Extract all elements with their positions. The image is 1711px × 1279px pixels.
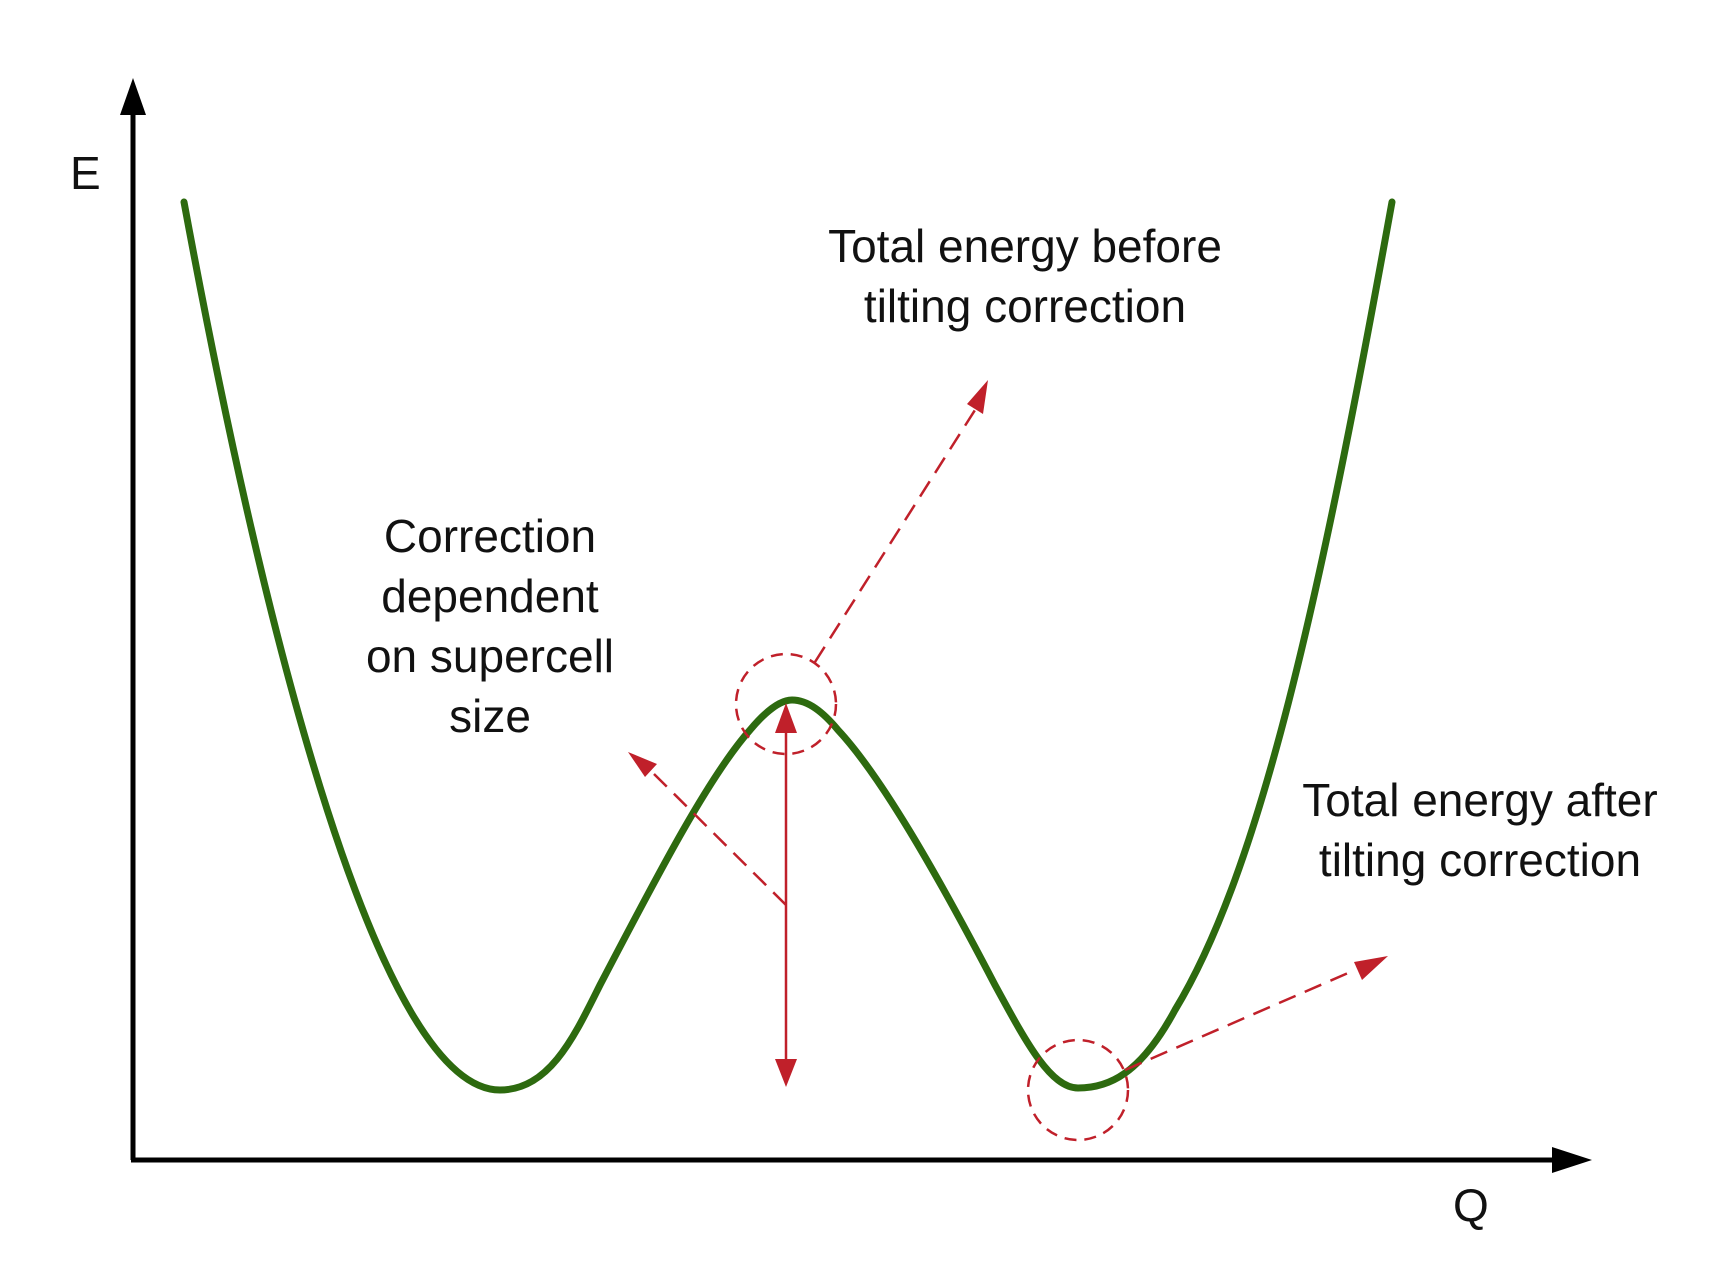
correction-pointer-line — [649, 769, 787, 906]
before-pointer-line — [813, 409, 977, 663]
after-pointer-arrowhead — [1354, 956, 1388, 980]
correction-arrowhead-top — [775, 703, 797, 733]
double-well-curve — [180, 198, 1396, 1094]
after-pointer-line — [1124, 968, 1356, 1072]
correction-arrowhead-bottom — [775, 1059, 797, 1087]
y-axis-label: E — [70, 147, 101, 199]
correction-pointer-arrowhead — [628, 752, 657, 777]
correction-line-1: Correction — [383, 510, 597, 562]
y-axis-arrowhead — [120, 78, 146, 115]
supercell-correction-annotation: Correction dependent on supercell size — [330, 506, 650, 746]
barrier-top-marker — [734, 652, 838, 756]
right-minimum-marker — [1026, 1038, 1130, 1142]
correction-line-2: dependent — [381, 570, 599, 622]
correction-line-4: size — [449, 690, 531, 742]
x-axis-arrowhead — [1552, 1147, 1592, 1173]
before-correction-annotation: Total energy before tilting correction — [790, 216, 1260, 336]
x-axis-label: Q — [1453, 1179, 1489, 1231]
after-line-1: Total energy after — [1302, 774, 1658, 826]
after-line-2: tilting correction — [1318, 834, 1642, 886]
before-pointer-arrowhead — [967, 380, 988, 414]
after-correction-annotation: Total energy after tilting correction — [1270, 770, 1690, 890]
before-line-1: Total energy before — [828, 220, 1222, 272]
before-line-2: tilting correction — [863, 280, 1187, 332]
correction-line-3: on supercell — [365, 630, 615, 682]
